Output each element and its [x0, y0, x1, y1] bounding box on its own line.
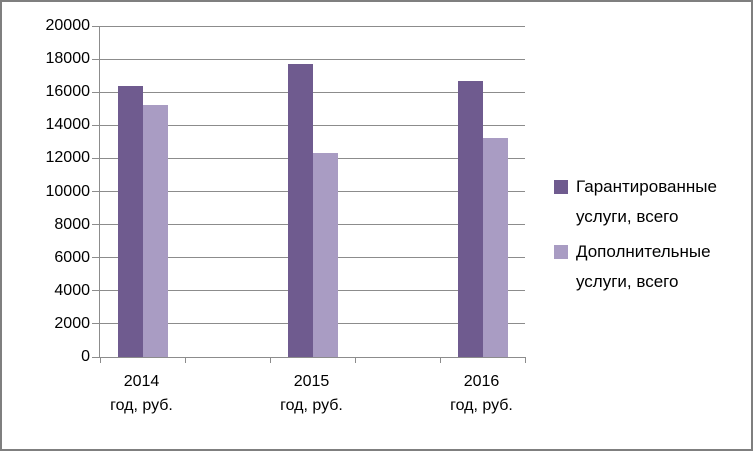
x-axis-tick	[355, 357, 356, 363]
bar-series1	[287, 64, 313, 357]
y-axis-tick	[92, 25, 100, 27]
bar-series2	[482, 137, 508, 357]
bar-series1	[457, 81, 483, 357]
x-category-label-line: год, руб.	[450, 397, 513, 414]
y-tick-label: 16000	[45, 83, 91, 101]
gridline	[100, 91, 525, 93]
y-axis-tick	[92, 91, 100, 93]
y-axis-tick	[92, 157, 100, 159]
y-tick-label: 6000	[54, 248, 90, 266]
y-tick-label: 18000	[45, 50, 91, 68]
x-category-label-line: год, руб.	[280, 397, 343, 414]
x-category-label-line: 2016	[463, 373, 500, 390]
y-axis-tick	[92, 356, 100, 358]
y-axis-tick	[92, 124, 100, 126]
x-category-label-line: год, руб.	[110, 397, 173, 414]
y-tick-label: 2000	[54, 314, 90, 332]
legend-item: Гарантированные услуги, всего	[554, 172, 717, 232]
x-axis-tick	[270, 357, 271, 363]
x-category-label-line: 2015	[293, 373, 330, 390]
y-axis-tick	[92, 58, 100, 60]
y-tick-label: 20000	[45, 17, 91, 34]
x-category-label: 2014 год, руб.	[77, 370, 207, 418]
legend-label-line: услуги, всего	[576, 272, 679, 291]
y-axis-tick	[92, 323, 100, 325]
bar-series1	[117, 85, 143, 357]
legend-swatch	[554, 180, 568, 194]
y-axis-tick	[92, 290, 100, 292]
y-tick-label: 12000	[45, 149, 91, 167]
y-axis-tick	[92, 257, 100, 259]
bar-series2	[312, 153, 338, 357]
x-category-label: 2016 год, руб.	[417, 370, 547, 418]
legend-label: Дополнительные услуги, всего	[576, 237, 711, 297]
x-category-label-line: 2014	[123, 373, 160, 390]
plot-area	[92, 25, 526, 363]
x-category-label: 2015 год, руб.	[247, 370, 377, 418]
gridline	[100, 58, 525, 60]
legend-label-line: услуги, всего	[576, 207, 679, 226]
bar-series2	[142, 104, 168, 357]
y-tick-label: 4000	[54, 281, 90, 299]
legend-swatch	[554, 245, 568, 259]
y-axis-tick	[92, 224, 100, 226]
x-axis-tick	[185, 357, 186, 363]
legend: Гарантированные услуги, всего Дополнительн…	[554, 172, 717, 297]
legend-label: Гарантированные услуги, всего	[576, 172, 717, 232]
y-tick-label: 14000	[45, 116, 91, 134]
legend-label-line: Гарантированные	[576, 177, 717, 196]
x-axis-tick	[440, 357, 441, 363]
gridline	[100, 124, 525, 126]
legend-item: Дополнительные услуги, всего	[554, 237, 717, 297]
y-tick-label: 10000	[45, 182, 91, 200]
x-axis-tick	[100, 357, 101, 363]
x-axis-tick	[525, 357, 526, 363]
y-axis-tick	[92, 191, 100, 192]
legend-label-line: Дополнительные	[576, 242, 711, 261]
y-tick-label: 0	[81, 348, 90, 365]
y-tick-label: 8000	[54, 215, 90, 233]
gridline	[100, 25, 525, 27]
